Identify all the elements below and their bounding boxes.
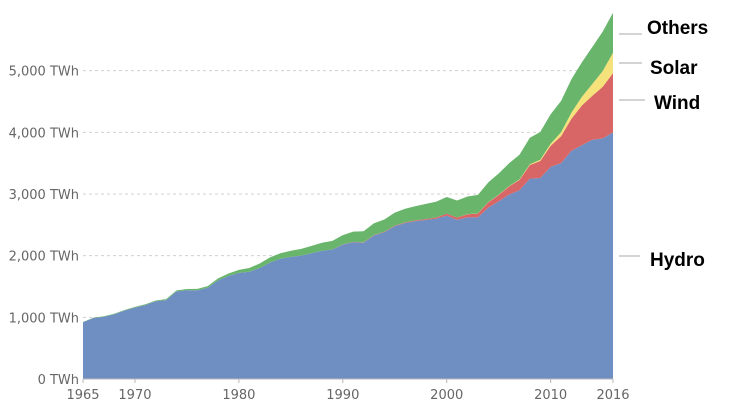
y-tick-label: 3,000 TWh: [9, 188, 79, 203]
legend-label-solar: Solar: [650, 58, 698, 79]
area-layer: [83, 12, 613, 379]
area-series-others: [83, 12, 613, 323]
legend-label-wind: Wind: [654, 93, 700, 114]
y-tick-label: 0 TWh: [38, 373, 79, 388]
legend-label-others: Others: [647, 18, 708, 39]
x-tick-label: 1990: [326, 388, 359, 403]
y-tick-label: 4,000 TWh: [9, 126, 79, 141]
legend: Others Solar Wind Hydro: [619, 18, 708, 271]
y-tick-label: 2,000 TWh: [9, 250, 79, 265]
legend-label-hydro: Hydro: [650, 250, 705, 271]
y-tick-label: 1,000 TWh: [9, 311, 79, 326]
x-tick-label: 1965: [66, 388, 99, 403]
x-tick-label: 1980: [222, 388, 255, 403]
area-series-hydro: [83, 132, 613, 379]
y-tick-label: 5,000 TWh: [9, 65, 79, 80]
x-tick-label: 2016: [596, 388, 629, 403]
x-tick-label: 2000: [430, 388, 463, 403]
axis-layer: 0 TWh 1,000 TWh 2,000 TWh 3,000 TWh 4,000 TW…: [9, 65, 630, 403]
x-tick-label: 1970: [118, 388, 151, 403]
x-tick-label: 2010: [534, 388, 567, 403]
